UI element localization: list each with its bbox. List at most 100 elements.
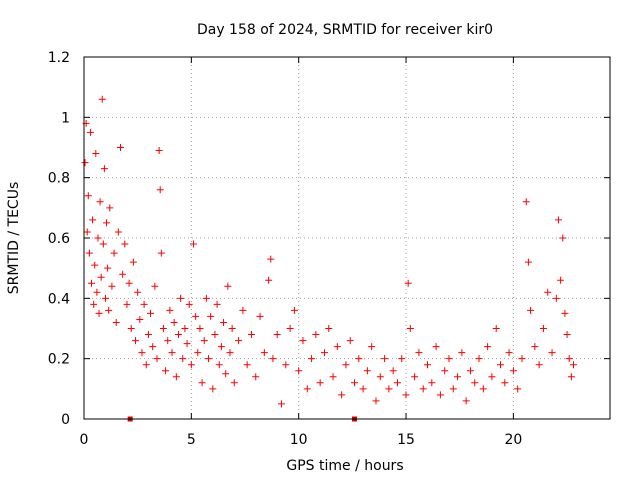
- data-point: [185, 300, 193, 308]
- data-point: [303, 385, 311, 393]
- data-point: [484, 343, 492, 351]
- data-point: [215, 361, 223, 369]
- data-point: [278, 400, 286, 408]
- data-point: [436, 391, 444, 399]
- data-point: [81, 159, 89, 167]
- data-point: [265, 276, 273, 284]
- data-point: [316, 379, 324, 387]
- data-point: [170, 318, 178, 326]
- data-point: [466, 367, 474, 375]
- data-point: [159, 325, 167, 332]
- data-point: [501, 379, 509, 387]
- data-point: [552, 294, 560, 302]
- data-point: [432, 343, 440, 351]
- data-point: [200, 337, 208, 345]
- axis-ticks: [83, 56, 610, 420]
- data-point: [142, 361, 150, 369]
- data-point: [89, 216, 97, 224]
- data-point: [333, 343, 341, 351]
- data-point: [419, 385, 427, 393]
- chart-title: Day 158 of 2024, SRMTID for receiver kir…: [197, 22, 493, 38]
- data-point: [524, 258, 532, 266]
- data-point: [273, 331, 281, 339]
- data-point: [125, 279, 133, 287]
- data-point: [207, 312, 215, 320]
- data-point: [522, 198, 530, 206]
- data-point: [320, 349, 328, 357]
- data-point: [92, 150, 100, 158]
- y-tick-label: 0.8: [48, 171, 70, 187]
- data-point: [155, 147, 163, 155]
- y-tick-label: 0.4: [48, 291, 70, 307]
- data-point: [531, 343, 539, 351]
- data-point: [539, 325, 547, 332]
- data-point: [164, 337, 172, 345]
- data-point: [445, 355, 453, 363]
- data-point: [561, 309, 569, 317]
- data-point: [557, 276, 565, 284]
- data-point: [97, 273, 105, 281]
- data-point: [98, 95, 106, 103]
- data-point: [243, 361, 251, 369]
- data-point: [252, 373, 260, 381]
- data-point: [112, 318, 120, 326]
- data-point: [570, 361, 578, 369]
- data-point: [554, 216, 562, 224]
- data-point: [497, 361, 505, 369]
- data-point: [329, 373, 337, 381]
- data-point: [202, 294, 210, 302]
- data-point: [85, 249, 93, 257]
- data-point: [338, 391, 346, 399]
- data-point: [479, 385, 487, 393]
- data-point: [239, 306, 247, 314]
- x-tick-label: 0: [80, 432, 89, 448]
- data-point: [105, 306, 113, 314]
- data-point: [183, 340, 191, 348]
- data-point: [134, 288, 142, 296]
- data-point: [194, 349, 202, 357]
- data-point: [114, 228, 122, 236]
- data-point: [100, 165, 108, 173]
- data-point: [172, 373, 180, 381]
- data-point: [563, 331, 571, 339]
- data-point: [121, 240, 129, 248]
- data-point: [94, 234, 102, 242]
- data-point: [156, 186, 164, 194]
- data-point: [132, 337, 140, 345]
- data-point: [84, 192, 92, 200]
- data-point: [91, 261, 99, 269]
- data-point: [168, 349, 176, 357]
- data-point: [368, 343, 376, 351]
- data-point: [514, 385, 522, 393]
- data-point: [162, 367, 170, 375]
- data-point: [220, 318, 228, 326]
- data-point: [95, 309, 103, 317]
- data-point: [198, 379, 206, 387]
- data-point: [402, 391, 410, 399]
- y-tick-label: 0: [61, 412, 70, 428]
- data-point: [548, 349, 556, 357]
- data-point: [90, 300, 98, 308]
- data-point: [228, 325, 236, 332]
- data-point: [177, 294, 185, 302]
- data-point: [385, 385, 393, 393]
- data-point: [213, 300, 221, 308]
- x-tick-label: 10: [290, 432, 308, 448]
- data-point: [136, 315, 144, 323]
- data-point: [351, 379, 359, 387]
- data-point: [108, 282, 116, 290]
- y-tick-label: 0.6: [48, 231, 70, 247]
- data-point: [103, 219, 111, 227]
- data-point: [110, 249, 118, 257]
- data-point: [116, 144, 124, 151]
- data-point: [406, 325, 414, 332]
- data-point: [286, 325, 294, 332]
- data-point: [565, 355, 573, 363]
- data-point: [138, 349, 146, 357]
- y-tick-label: 1.2: [48, 50, 70, 66]
- data-point: [149, 343, 157, 351]
- data-point: [209, 385, 217, 393]
- data-point: [267, 255, 275, 263]
- data-point: [217, 343, 225, 351]
- data-point: [179, 355, 187, 363]
